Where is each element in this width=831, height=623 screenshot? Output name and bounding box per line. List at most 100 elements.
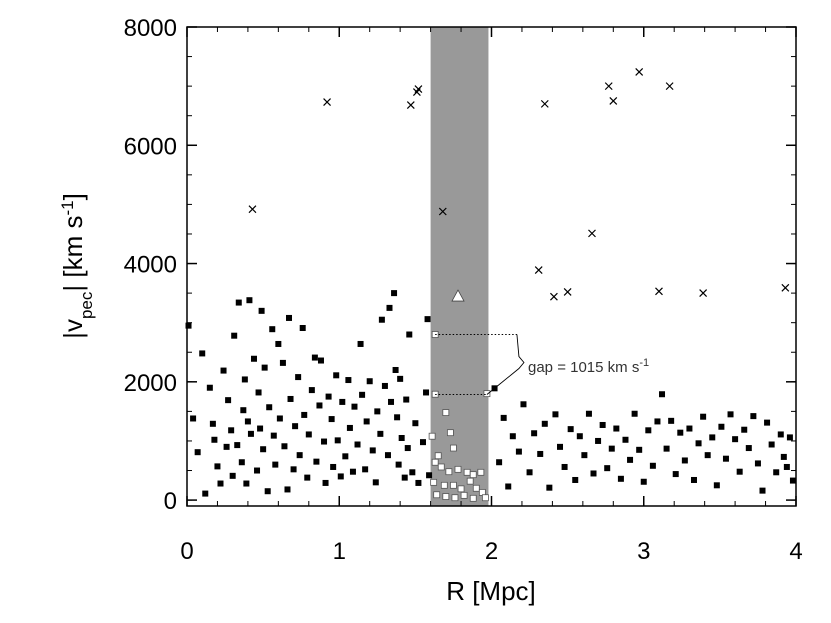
member-point [247, 430, 254, 437]
member-point [645, 427, 652, 434]
band-members-layer [428, 331, 491, 502]
outlier-cross [534, 266, 543, 274]
member-point [194, 449, 201, 456]
member-point [374, 408, 381, 415]
outlier-cross [604, 82, 613, 91]
member-point [567, 426, 574, 433]
member-point [305, 431, 312, 438]
member-point [515, 448, 522, 455]
member-point [640, 478, 647, 485]
member-point [585, 410, 592, 417]
member-point [424, 316, 431, 323]
y-axis-title: |vpec| [km s-1] [58, 193, 96, 339]
member-point [654, 418, 661, 425]
member-point [557, 443, 564, 450]
member-point [290, 466, 297, 473]
member-point [359, 391, 366, 398]
member-point [308, 387, 315, 394]
member-point [333, 372, 340, 379]
member-point [255, 389, 262, 396]
member-point [378, 316, 385, 323]
band-member-point [477, 468, 485, 476]
member-point [786, 434, 793, 441]
member-point [223, 443, 230, 450]
member-point [520, 401, 527, 408]
y-tick-label: 4000 [124, 252, 177, 279]
gap-annotation-layer: gap = 1015 km s-1 [435, 334, 649, 396]
member-point [423, 389, 430, 396]
member-point [581, 452, 588, 459]
band-member-point [450, 481, 457, 489]
member-point [709, 434, 716, 441]
gap-bracket [486, 334, 525, 395]
member-point [211, 436, 218, 443]
y-tick-label: 8000 [124, 15, 177, 42]
outliers-layer [248, 68, 790, 302]
outlier-cross [609, 96, 618, 105]
member-point [384, 452, 391, 459]
member-point [284, 486, 291, 493]
member-point [668, 417, 675, 424]
member-point [681, 457, 688, 464]
member-point [377, 430, 384, 437]
member-point [250, 355, 257, 362]
band-member-point [445, 468, 453, 476]
x-tick-label: 4 [789, 538, 802, 565]
member-point [185, 322, 192, 329]
member-point [202, 490, 209, 497]
band-member-point [428, 432, 436, 440]
band-member-point [463, 468, 471, 476]
member-point [322, 479, 329, 486]
member-point [409, 469, 416, 476]
member-point [388, 398, 395, 405]
band-member-point [431, 458, 439, 466]
member-point [228, 427, 235, 434]
member-point [659, 391, 666, 398]
member-point [217, 480, 224, 487]
band-member-point [437, 463, 445, 471]
y-axis-title-post: ] [58, 193, 88, 200]
member-point [576, 433, 583, 440]
x-tick-label: 2 [485, 538, 498, 565]
member-point [366, 378, 373, 385]
member-point [345, 377, 352, 384]
member-point [362, 466, 369, 473]
member-point [677, 429, 684, 436]
outlier-cross [588, 229, 596, 238]
highlight-triangle [451, 289, 465, 302]
member-point [622, 436, 629, 443]
member-point [238, 459, 245, 466]
band-member-point [454, 465, 462, 473]
member-point [552, 411, 559, 418]
member-point [531, 430, 538, 437]
member-point [386, 304, 393, 311]
member-point [330, 463, 337, 470]
member-point [777, 431, 784, 438]
x-tick-label: 0 [180, 538, 193, 565]
member-point [244, 418, 251, 425]
member-point [773, 469, 780, 476]
outlier-cross [665, 82, 674, 91]
member-point [617, 475, 624, 482]
member-point [595, 437, 602, 444]
member-point [275, 340, 282, 347]
band-member-point [446, 429, 454, 437]
x-tick-label: 1 [333, 538, 346, 565]
x-tick-label: 3 [637, 538, 650, 565]
member-point [768, 441, 775, 448]
member-point [295, 374, 302, 381]
outlier-cross [781, 283, 790, 292]
member-point [272, 461, 279, 468]
shaded-band-layer [430, 27, 489, 506]
member-point [328, 416, 335, 423]
member-point [372, 479, 379, 486]
band-member-point [460, 491, 468, 499]
member-point [304, 474, 311, 481]
band-member-point [450, 444, 457, 452]
member-point [631, 410, 638, 417]
member-point [241, 376, 248, 383]
member-point [759, 487, 766, 494]
band-member-point [457, 485, 465, 493]
member-point [270, 432, 277, 439]
y-axis-title-mid: | [km s [58, 216, 88, 292]
